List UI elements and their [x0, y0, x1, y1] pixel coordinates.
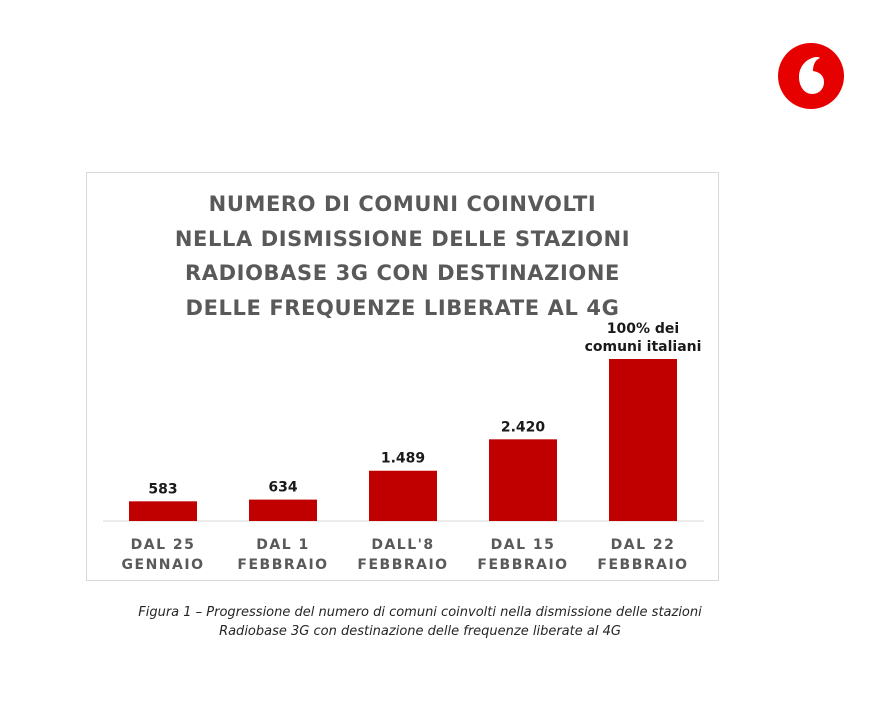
category-label-5-line-1: DAL 22: [611, 537, 676, 553]
chart-container: NUMERO DI COMUNI COINVOLTI NELLA DISMISS…: [86, 172, 719, 581]
category-label-1-line-2: GENNAIO: [122, 557, 205, 573]
chart-title: NUMERO DI COMUNI COINVOLTI NELLA DISMISS…: [87, 187, 718, 325]
caption-line-1: Figura 1 – Progressione del numero di co…: [138, 605, 702, 620]
figure-caption: Figura 1 – Progressione del numero di co…: [60, 603, 780, 641]
category-label-2-line-2: FEBBRAIO: [237, 557, 328, 573]
bar-1: [129, 501, 197, 521]
caption-line-2: Radiobase 3G con destinazione delle freq…: [219, 624, 621, 639]
data-label-1-line-1: 583: [148, 481, 177, 497]
chart-title-line-3: RADIOBASE 3G CON DESTINAZIONE: [185, 261, 620, 285]
bar-3: [369, 470, 437, 521]
category-label-4-line-1: DAL 15: [491, 537, 556, 553]
category-label-2-line-1: DAL 1: [256, 537, 310, 553]
data-label-5-line-1: 100% dei: [607, 321, 679, 337]
bar-4: [489, 439, 557, 521]
category-label-4-line-2: FEBBRAIO: [477, 557, 568, 573]
chart-title-line-2: NELLA DISMISSIONE DELLE STAZIONI: [174, 226, 631, 251]
data-label-5-line-2: comuni italiani: [585, 339, 702, 355]
data-label-3-line-1: 1.489: [381, 451, 425, 467]
chart-title-line-1: NUMERO DI COMUNI COINVOLTI: [208, 192, 597, 216]
data-label-2-line-1: 634: [268, 480, 297, 496]
category-label-5-line-2: FEBBRAIO: [597, 557, 688, 573]
vodafone-logo: [778, 43, 844, 109]
category-label-3-line-1: DALL'8: [371, 537, 434, 553]
data-label-4-line-1: 2.420: [501, 419, 546, 435]
bar-chart-plot: 583 DAL 25 GENNAIO 634 DAL 1 FEBBRAIO 1.489 DAL…: [103, 321, 704, 573]
chart-title-line-4: DELLE FREQUENZE LIBERATE AL 4G: [185, 295, 620, 320]
bar-2: [249, 499, 317, 521]
bar-5: [609, 359, 677, 521]
category-label-3-line-2: FEBBRAIO: [357, 557, 448, 573]
category-label-1-line-1: DAL 25: [131, 537, 196, 553]
